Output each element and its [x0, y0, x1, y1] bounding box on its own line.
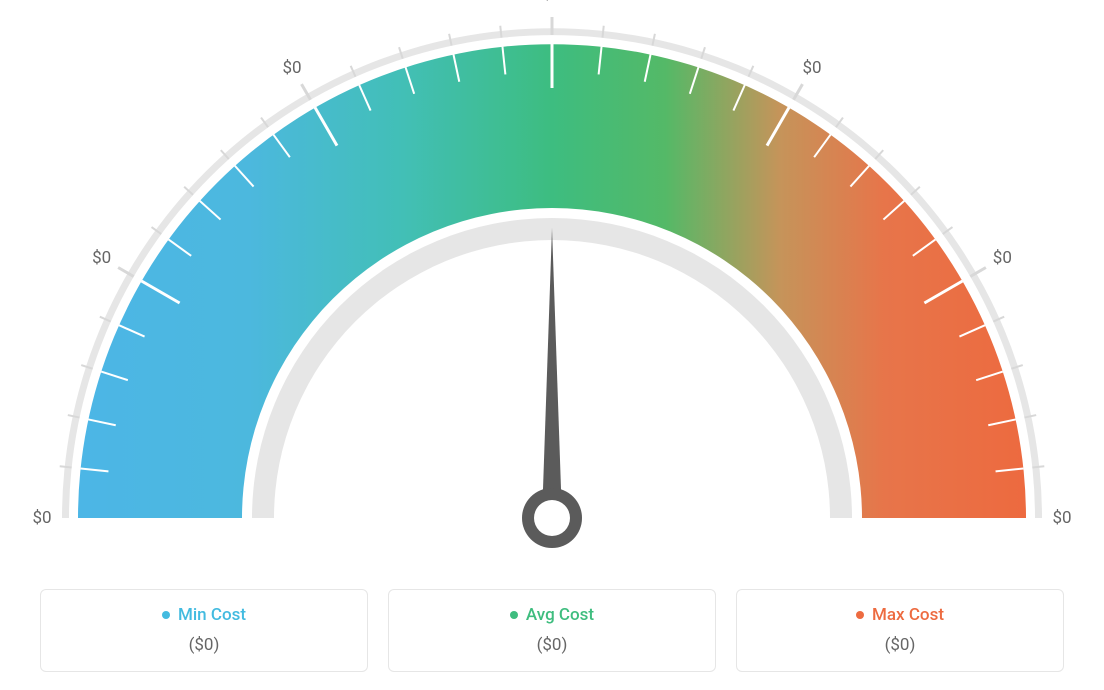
gauge-tick-label: $0: [993, 248, 1012, 268]
legend-label-avg: Avg Cost: [526, 605, 594, 625]
legend-dot-min: [162, 611, 170, 619]
gauge-tick-label: $0: [1052, 508, 1071, 528]
legend-dot-max: [856, 611, 864, 619]
gauge-tick-label: $0: [92, 248, 111, 268]
gauge-tick-label: $0: [282, 58, 301, 78]
legend-dot-avg: [510, 611, 518, 619]
legend-card-min: Min Cost ($0): [40, 589, 368, 672]
legend-card-max: Max Cost ($0): [736, 589, 1064, 672]
legend-value-avg: ($0): [405, 635, 699, 655]
legend-value-max: ($0): [753, 635, 1047, 655]
gauge-tick-label: $0: [32, 508, 51, 528]
legend-label-min: Min Cost: [178, 605, 246, 625]
gauge-tick-label: $0: [542, 0, 561, 4]
legend-label-max: Max Cost: [872, 605, 944, 625]
gauge-tick-label: $0: [802, 58, 821, 78]
legend-row: Min Cost ($0) Avg Cost ($0) Max Cost ($0…: [40, 589, 1064, 672]
legend-value-min: ($0): [57, 635, 351, 655]
legend-card-avg: Avg Cost ($0): [388, 589, 716, 672]
cost-gauge-chart: [0, 0, 1104, 560]
